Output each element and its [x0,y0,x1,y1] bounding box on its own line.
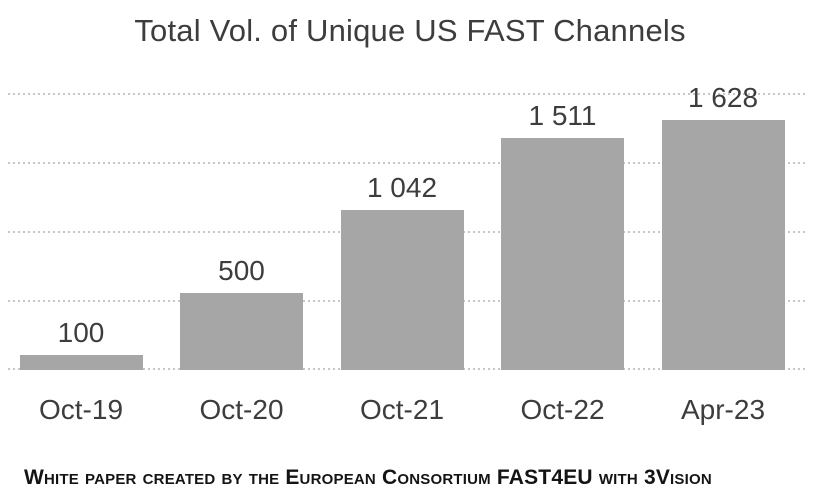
gridline-1350 [8,162,805,164]
gridline-1800 [8,93,805,95]
bar-Apr-23 [661,120,785,370]
bar-Oct-19 [19,354,143,370]
footer-attribution: White paper created by the European Cons… [24,466,712,489]
x-axis-label-Oct-21: Oct-21 [359,394,445,425]
bar-Oct-21 [340,210,464,370]
bar-value-label-Oct-22: 1 511 [528,100,597,132]
x-axis-label-Oct-22: Oct-22 [520,394,605,425]
bar-value-label-Oct-20: 500 [218,255,265,287]
bar-value-label-Oct-19: 100 [57,316,105,348]
bar-value-label-Oct-21: 1 042 [366,172,438,204]
x-axis: Oct-19 Oct-20 Oct-21 Oct-22 Apr-23 [8,392,805,430]
x-axis-label-Oct-20: Oct-20 [199,394,284,425]
x-axis-label-Apr-23: Apr-23 [680,394,766,425]
bar-value-label-Apr-23: 1 628 [687,82,759,114]
bar-Oct-22 [501,138,624,370]
x-axis-label-Oct-19: Oct-19 [38,394,124,425]
chart-title: Total Vol. of Unique US FAST Channels [134,13,686,48]
bar-Oct-20 [180,293,303,370]
plot-area: 100 500 1 042 1 511 1 628 [8,83,805,370]
